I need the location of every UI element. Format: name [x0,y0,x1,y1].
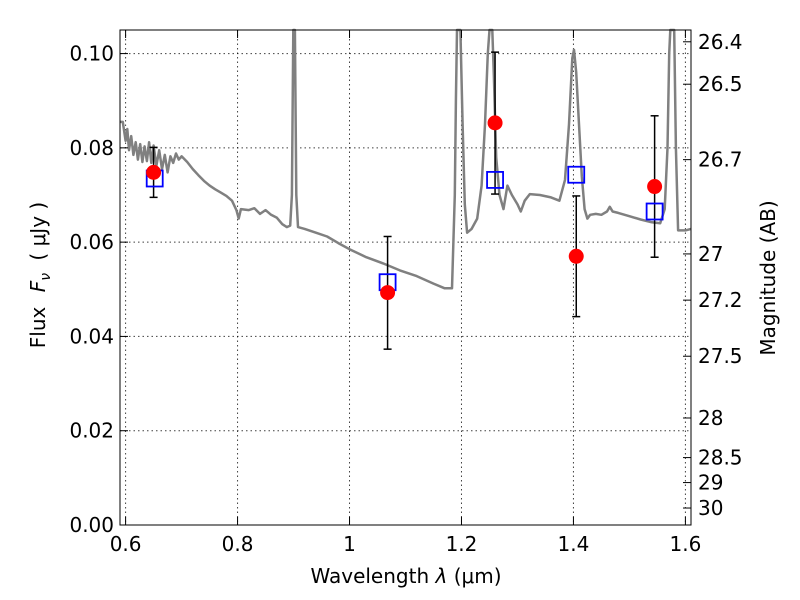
x-axis-label: Wavelength [310,564,429,588]
observed-point [568,248,584,264]
observed-point [647,179,663,195]
y-tick-label: 0.06 [69,230,114,254]
observed-point [380,285,396,301]
y-axis-symbol: F [26,280,50,292]
y-axis-label: Flux [26,306,50,348]
y2-tick-label: 26.7 [698,148,743,172]
y-axis-subscript: ν [38,273,54,281]
y-tick-label: 0.10 [69,42,114,66]
x-tick-label: 0.8 [222,532,254,556]
x-tick-label: 1.6 [669,532,701,556]
y2-axis-title: Magnitude (AB) [756,200,780,355]
y2-tick-label: 30 [698,496,723,520]
y-tick-label: 0.08 [69,136,114,160]
x-axis-unit: (μm) [454,564,502,588]
observed-point [146,164,162,180]
y2-tick-label: 27.5 [698,344,743,368]
y2-tick-label: 27 [698,242,723,266]
model-point [486,171,504,189]
error-bars [149,51,659,350]
y-tick-label: 0.02 [69,419,114,443]
model-point [645,202,664,221]
y2-tick-label: 27.2 [698,288,743,312]
observed-points-series [146,115,663,301]
y-tick-label: 0.00 [69,513,114,537]
y2-tick-label: 26.5 [698,72,743,96]
x-tick-label: 0.6 [110,532,142,556]
y-tick-label: 0.04 [69,324,114,348]
x-tick-label: 1.4 [558,532,590,556]
model-point [567,165,586,184]
y2-tick-label: 28.5 [698,446,743,470]
axis-ticks: 0.6 0.8 1 1.2 1.4 1.6 0.00 0.02 0.04 0.06 0.08 0.10… [69,30,742,556]
y-axis-title: Flux Fν ( μJy ) [26,202,55,348]
y-axis-unit: ( μJy ) [26,202,50,261]
y2-tick-label: 29 [698,471,723,495]
x-tick-label: 1 [343,532,356,556]
x-axis-title: Wavelength λ (μm) [310,564,501,588]
observed-point [487,115,503,131]
y2-tick-label: 26.4 [698,30,743,54]
grid-lines [120,30,691,526]
model-sed-line [120,28,692,290]
x-axis-symbol: λ [435,564,448,588]
y2-tick-label: 28 [698,406,723,430]
model-sed-series [120,28,692,290]
x-tick-label: 1.2 [446,532,478,556]
plot-frame [119,29,692,526]
